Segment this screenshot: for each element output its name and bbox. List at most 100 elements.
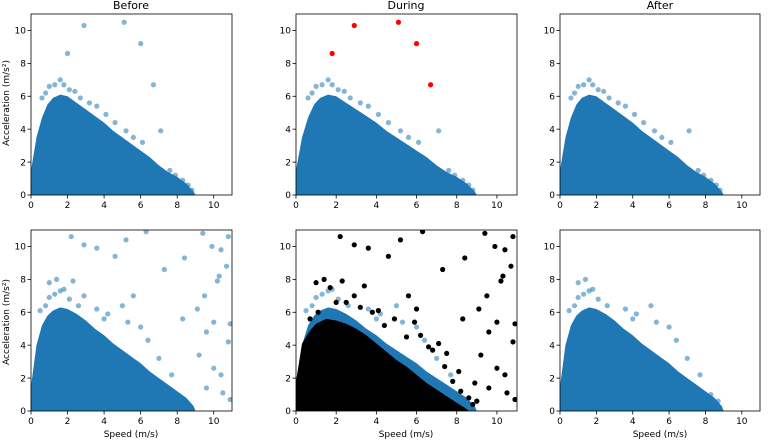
data-point <box>39 95 45 101</box>
data-point <box>75 303 82 309</box>
data-point <box>77 95 83 101</box>
y-tick-label: 10 <box>280 27 292 37</box>
data-point <box>697 372 703 378</box>
y-tick-label: 6 <box>285 92 291 102</box>
axes-frame <box>295 13 518 196</box>
x-tick-label: 0 <box>28 417 34 427</box>
removed-point <box>403 334 410 340</box>
data-point <box>648 303 654 309</box>
data-point <box>196 352 202 358</box>
panel-title: During <box>388 0 425 12</box>
removed-cloud <box>296 318 469 411</box>
data-point <box>604 303 610 309</box>
removed-point <box>430 347 436 353</box>
y-tick-label: 2 <box>549 158 555 168</box>
data-point <box>214 278 220 284</box>
data-point <box>227 396 232 403</box>
data-point <box>61 82 67 88</box>
y-tick-label: 4 <box>285 125 291 135</box>
y-tick-label: 2 <box>20 374 26 384</box>
removed-point <box>500 273 506 279</box>
data-point <box>573 319 579 325</box>
data-point <box>653 319 659 325</box>
removed-point <box>339 278 345 284</box>
data-point <box>659 134 665 141</box>
axes-frame <box>30 229 233 412</box>
data-point <box>158 128 164 134</box>
x-tick-label: 6 <box>414 417 420 427</box>
data-point <box>203 385 210 391</box>
y-tick-label: 0 <box>20 407 26 417</box>
data-point <box>64 50 71 57</box>
y-tick-label: 2 <box>285 374 291 384</box>
plot-area <box>560 276 724 411</box>
data-point <box>143 230 149 235</box>
y-tick-label: 8 <box>549 60 555 70</box>
x-tick-label: 4 <box>101 417 107 427</box>
removed-point <box>442 363 448 370</box>
data-point <box>630 316 636 322</box>
panel-title: After <box>647 0 674 12</box>
removed-point <box>375 308 381 314</box>
y-axis-label: Acceleration (m/s²) <box>2 279 12 365</box>
data-point <box>575 294 581 301</box>
data-point <box>347 95 353 101</box>
removed-point <box>436 340 442 347</box>
data-point <box>220 390 226 396</box>
data-point <box>686 128 692 134</box>
data-point <box>415 139 422 145</box>
data-point <box>606 95 612 101</box>
data-point <box>130 293 136 299</box>
y-tick-label: 6 <box>285 308 291 318</box>
removed-point <box>504 390 510 396</box>
data-point <box>43 90 49 96</box>
data-point <box>209 243 215 250</box>
data-point <box>329 82 335 88</box>
data-point <box>595 87 601 93</box>
data-point <box>717 187 723 193</box>
data-point <box>673 337 679 343</box>
panel-after: After 0 2 4 6 8 10 0 2 4 6 8 10 <box>544 0 761 211</box>
removed-point <box>470 401 476 408</box>
x-tick-label: 4 <box>630 201 636 211</box>
data-point <box>633 311 639 317</box>
data-point <box>590 82 596 88</box>
data-point <box>156 355 162 361</box>
removed-point <box>512 396 517 403</box>
data-point <box>103 111 109 117</box>
x-tick-label: 4 <box>373 201 379 211</box>
removed-point <box>369 309 375 315</box>
data-point <box>405 134 412 141</box>
data-point <box>200 230 206 236</box>
x-axis-label: Speed (m/s) <box>104 430 159 440</box>
removed-point <box>484 293 490 299</box>
removed-point <box>315 309 321 315</box>
removed-point <box>411 319 418 325</box>
removed-point <box>381 322 387 329</box>
y-tick-label: 8 <box>20 60 26 70</box>
removed-point <box>333 299 339 305</box>
data-point <box>622 306 629 312</box>
data-point <box>167 167 173 173</box>
data-point <box>668 139 674 145</box>
removed-point <box>476 306 482 312</box>
removed-point <box>460 316 466 322</box>
data-point <box>470 187 476 193</box>
data-point <box>341 88 347 94</box>
data-point <box>225 339 231 345</box>
removed-point <box>474 398 480 404</box>
x-tick-label: 0 <box>557 201 563 211</box>
y-tick-label: 6 <box>20 92 26 102</box>
data-point <box>86 100 93 106</box>
plot-area <box>31 19 196 195</box>
removed-point <box>313 280 319 286</box>
outlier-point <box>413 41 420 47</box>
panel-before-bottom: Acceleration (m/s²) Speed (m/s) 0 2 4 6 8 10 0… <box>2 229 233 440</box>
data-point <box>586 77 592 83</box>
data-point <box>385 120 392 126</box>
data-point <box>421 337 428 343</box>
data-point <box>66 87 72 93</box>
removed-point <box>327 284 333 291</box>
y-tick-label: 8 <box>20 276 26 286</box>
removed-point <box>419 230 426 235</box>
